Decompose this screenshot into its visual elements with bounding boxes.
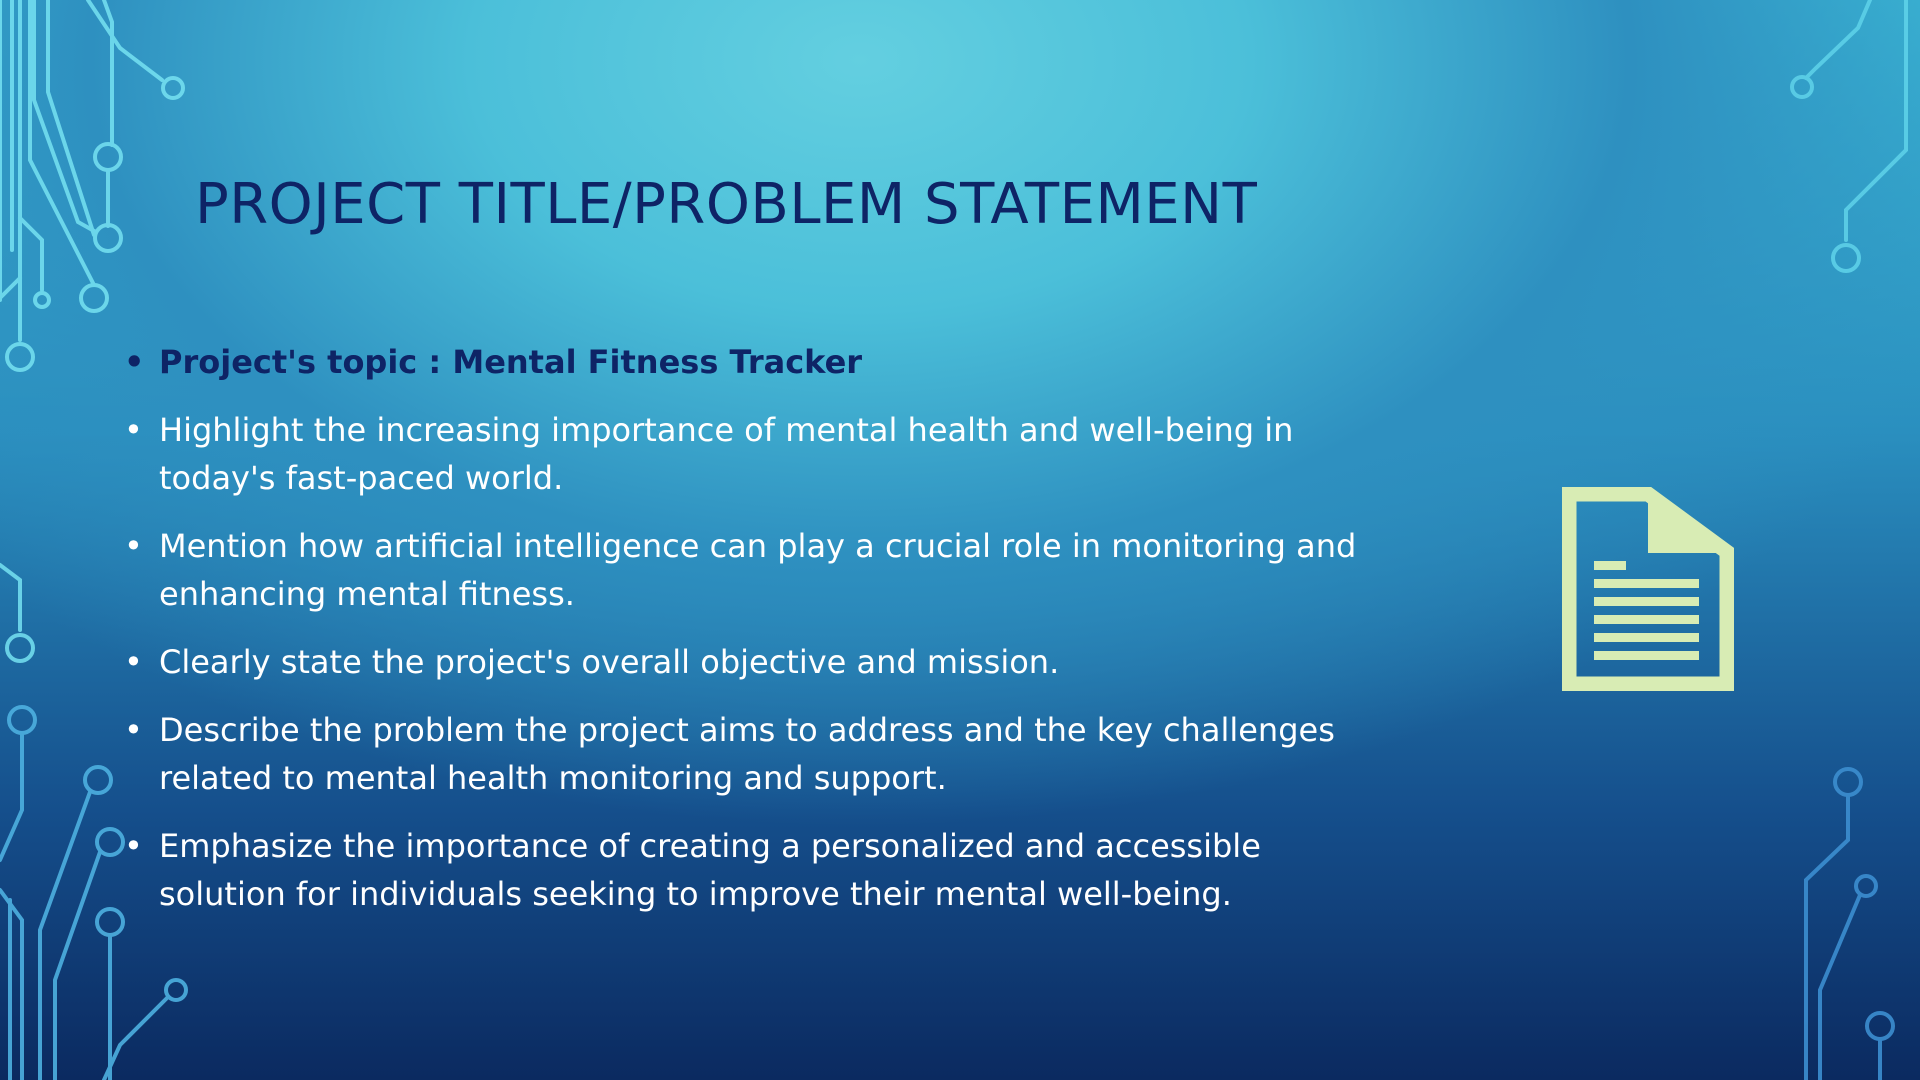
- bullet-item: • Highlight the increasing importance of …: [120, 406, 1370, 502]
- bullet-dot: •: [124, 411, 143, 449]
- bullet-text: Clearly state the project's overall obje…: [159, 643, 1060, 681]
- bullet-text: Mention how artificial intelligence can …: [159, 527, 1357, 613]
- bullet-text: Describe the problem the project aims to…: [159, 711, 1335, 797]
- bullet-dot: •: [124, 827, 143, 865]
- bullet-dot: •: [124, 711, 143, 749]
- bullet-item: • Clearly state the project's overall obj…: [120, 638, 1370, 686]
- bullet-item: • Mention how artificial intelligence can…: [120, 522, 1370, 618]
- bullet-dot: •: [124, 343, 145, 381]
- bullet-project-topic: • Project's topic : Mental Fitness Tracke…: [120, 338, 1370, 386]
- bullet-text: Emphasize the importance of creating a p…: [159, 827, 1261, 913]
- document-icon: [1562, 487, 1734, 691]
- bullet-dot: •: [124, 527, 143, 565]
- bullet-list: • Project's topic : Mental Fitness Tracke…: [120, 338, 1370, 938]
- bullet-dot: •: [124, 643, 143, 681]
- bullet-text: Highlight the increasing importance of m…: [159, 411, 1294, 497]
- bullet-item: • Emphasize the importance of creating a …: [120, 822, 1370, 918]
- bullet-text: Project's topic : Mental Fitness Tracker: [159, 343, 863, 381]
- bullet-item: • Describe the problem the project aims t…: [120, 706, 1370, 802]
- slide-title: PROJECT TITLE/PROBLEM STATEMENT: [195, 172, 1258, 237]
